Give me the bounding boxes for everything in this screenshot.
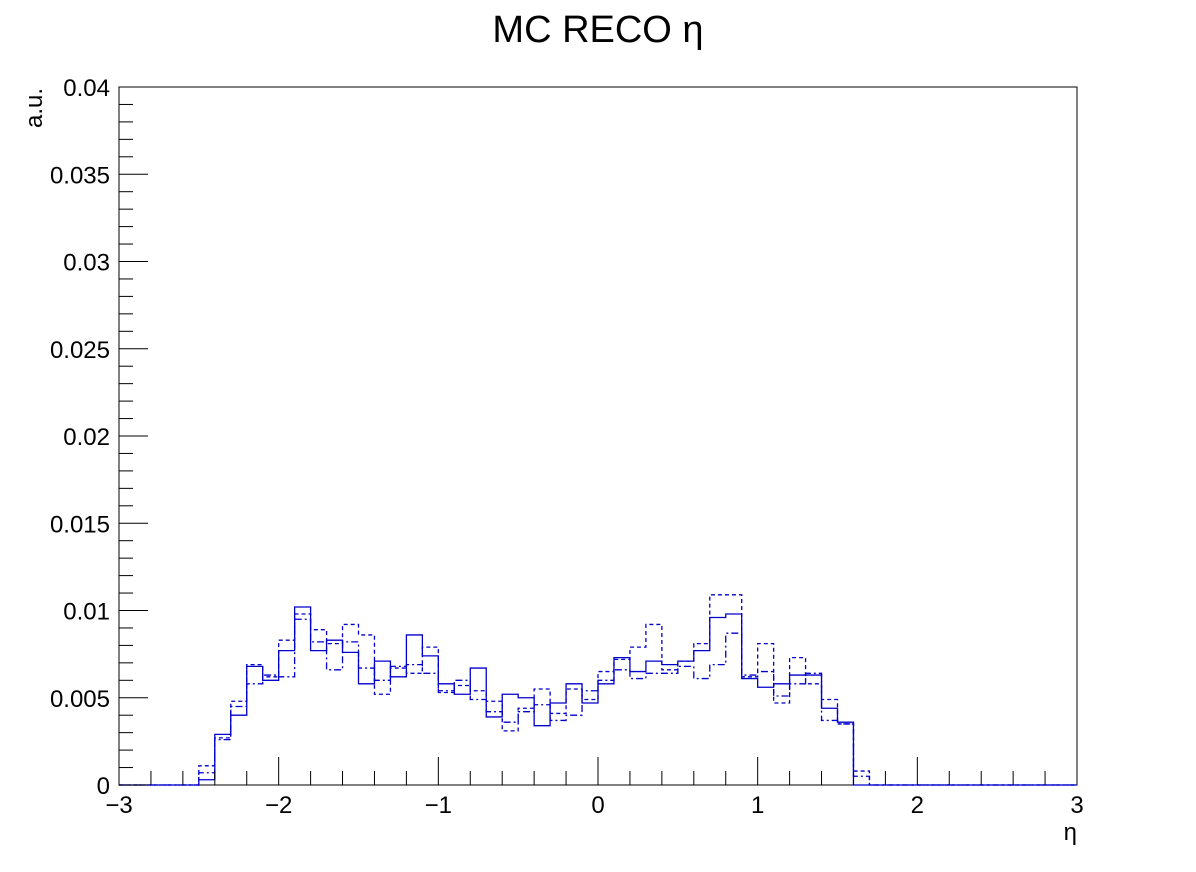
x-tick-label: 0 bbox=[591, 792, 604, 819]
x-tick-label: 2 bbox=[911, 792, 924, 819]
series-dashed-line bbox=[119, 594, 1077, 786]
x-tick-label: 3 bbox=[1070, 792, 1083, 819]
y-tick-label: 0.02 bbox=[63, 424, 110, 451]
histogram-series bbox=[119, 594, 1077, 786]
y-tick-label: 0 bbox=[97, 773, 110, 800]
chart-title: MC RECO η bbox=[492, 9, 703, 51]
tick-labels: −3 −2 −1 0 1 2 3 0 0.005 0.01 0.015 0.02 0.025 0.03 0.… bbox=[50, 75, 1084, 819]
y-tick-label: 0.025 bbox=[50, 337, 110, 364]
y-axis-label: a.u. bbox=[21, 88, 48, 128]
y-tick-label: 0.015 bbox=[50, 511, 110, 538]
x-axis-label: η bbox=[1064, 819, 1077, 846]
y-tick-label: 0.01 bbox=[63, 599, 110, 626]
y-tick-label: 0.005 bbox=[50, 686, 110, 713]
series-dashdot-line bbox=[119, 618, 1077, 786]
y-tick-label: 0.03 bbox=[63, 250, 110, 277]
x-tick-label: −3 bbox=[105, 792, 132, 819]
x-tick-label: −2 bbox=[265, 792, 292, 819]
x-tick-label: −1 bbox=[425, 792, 452, 819]
y-tick-label: 0.04 bbox=[63, 75, 110, 102]
x-tick-label: 1 bbox=[751, 792, 764, 819]
axis-ticks bbox=[118, 86, 1078, 786]
y-tick-label: 0.035 bbox=[50, 162, 110, 189]
